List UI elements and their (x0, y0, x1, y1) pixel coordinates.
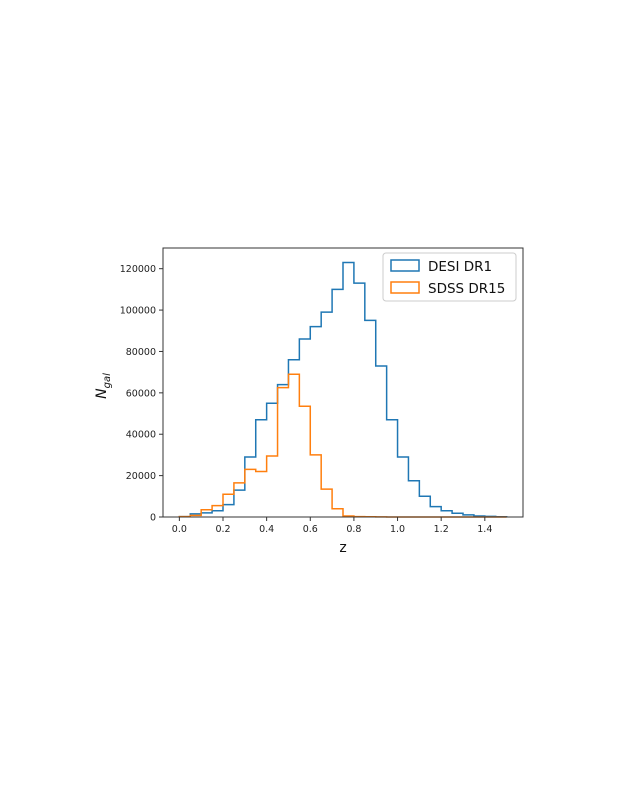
x-tick-label: 0.6 (303, 524, 318, 535)
y-tick-label: 40000 (126, 430, 156, 441)
y-axis-label-subscript: gal (102, 373, 113, 388)
x-tick-label: 0.4 (259, 524, 274, 535)
x-tick-label: 0.0 (172, 524, 187, 535)
x-tick-label: 0.2 (215, 524, 230, 535)
plot-frame (162, 247, 524, 518)
y-axis-label-main: N (94, 388, 110, 399)
y-axis-ticks: 0 20000 40000 60000 80000 100000 120000 (120, 264, 163, 524)
legend-label-sdss-dr15: SDSS DR15 (428, 281, 505, 297)
legend-swatch-sdss-dr15 (390, 281, 420, 294)
y-tick-label: 60000 (126, 388, 156, 399)
y-tick-label: 120000 (120, 264, 156, 275)
x-tick-label: 0.8 (346, 524, 361, 535)
x-tick-label: 1.0 (390, 524, 405, 535)
y-axis-label: Ngal (94, 373, 113, 399)
legend-swatch-desi-dr1 (390, 259, 420, 272)
x-axis-ticks: 0.0 0.2 0.4 0.6 0.8 1.0 1.2 1.4 (172, 517, 492, 535)
legend-label-desi-dr1: DESI DR1 (428, 259, 492, 275)
y-tick-label: 20000 (126, 471, 156, 482)
legend-box (382, 252, 517, 302)
y-tick-label: 0 (150, 513, 156, 524)
x-tick-label: 1.4 (477, 524, 492, 535)
x-axis-label: z (339, 540, 346, 556)
histogram-outline-desi-dr1 (178, 261, 508, 518)
y-tick-label: 80000 (126, 347, 156, 358)
x-tick-label: 1.2 (434, 524, 449, 535)
series-desi-dr1 (178, 261, 508, 518)
y-tick-label: 100000 (120, 306, 156, 317)
legend: DESI DR1 SDSS DR15 (382, 252, 517, 302)
